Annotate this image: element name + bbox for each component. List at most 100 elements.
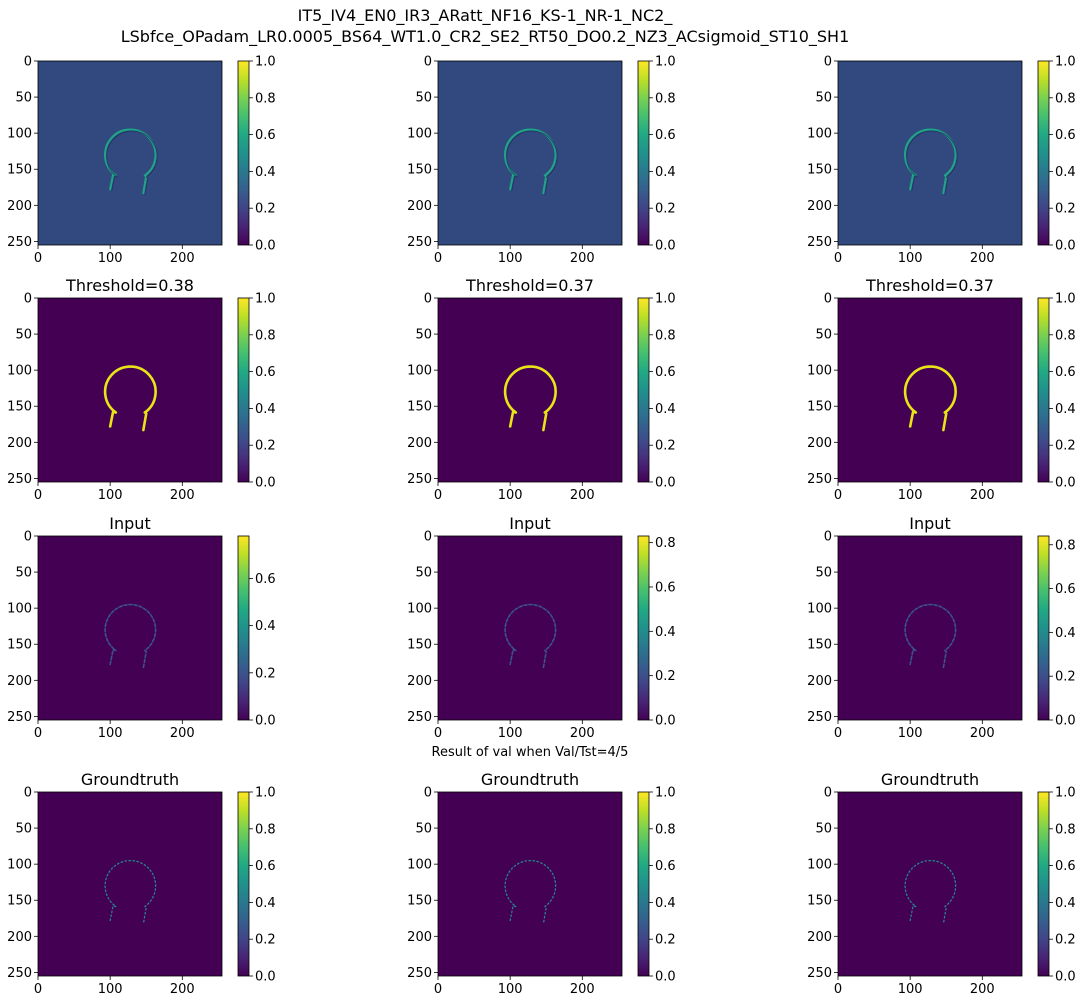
colorbar-tick-label: 0.6	[1055, 365, 1076, 380]
y-tick-label: 100	[807, 858, 832, 873]
x-tick-label: 100	[98, 251, 123, 266]
y-tick-label: 200	[807, 674, 832, 689]
y-tick-label: 150	[7, 163, 32, 178]
y-tick-label: 150	[407, 400, 432, 415]
x-tick-label: 200	[970, 726, 995, 741]
heatmap-background	[438, 792, 622, 976]
colorbar-tick-label: 0.2	[255, 439, 276, 454]
segmented-contour	[904, 128, 957, 195]
colorbar-tick-label: 0.4	[255, 619, 276, 634]
heatmap-background	[838, 792, 1022, 976]
y-tick-label: 50	[815, 328, 832, 343]
colorbar-tick-label: 0.4	[655, 402, 676, 417]
colorbar	[237, 535, 250, 721]
x-tick-label: 200	[570, 982, 595, 997]
x-tick-label: 100	[498, 251, 523, 266]
y-tick-label: 150	[407, 894, 432, 909]
x-tick-label: 0	[434, 982, 442, 997]
heatmap-background	[38, 298, 222, 482]
colorbar-tick-label: 0.8	[655, 328, 676, 343]
colorbar-tick-label: 0.6	[655, 128, 676, 143]
y-tick-label: 50	[815, 91, 832, 106]
contour-shadow	[506, 130, 558, 195]
colorbar-tick-label: 0.2	[1055, 202, 1076, 217]
y-tick-label: 0	[424, 55, 432, 70]
colorbar-tick-label: 0.2	[655, 202, 676, 217]
colorbar-tick-label: 0.4	[255, 896, 276, 911]
x-tick-label: 0	[34, 726, 42, 741]
colorbar-tick-label: 0.0	[1055, 970, 1076, 985]
segmented-contour	[904, 859, 957, 925]
y-tick-label: 250	[807, 472, 832, 487]
y-tick-label: 50	[415, 566, 432, 581]
colorbar-tick-label: 0.0	[255, 476, 276, 491]
y-tick-label: 0	[424, 292, 432, 307]
heatmap-background	[838, 61, 1022, 245]
y-tick-label: 100	[407, 364, 432, 379]
y-tick-label: 50	[15, 566, 32, 581]
x-tick-label: 100	[898, 726, 923, 741]
axes-frame	[437, 535, 623, 721]
y-tick-label: 200	[807, 436, 832, 451]
y-tick-label: 0	[424, 786, 432, 801]
colorbar-tick-label: 0.0	[1055, 714, 1076, 729]
axes-frame	[37, 535, 223, 721]
x-tick-label: 200	[170, 251, 195, 266]
colorbar-tick-label: 0.6	[255, 365, 276, 380]
colorbar-tick-label: 0.2	[255, 666, 276, 681]
y-tick-label: 0	[424, 530, 432, 545]
segmented-contour	[504, 603, 557, 669]
segmented-contour	[104, 603, 157, 669]
x-tick-label: 200	[170, 488, 195, 503]
x-tick-label: 100	[498, 726, 523, 741]
segmented-contour	[903, 365, 957, 432]
y-tick-label: 0	[824, 786, 832, 801]
y-tick-label: 250	[7, 710, 32, 725]
heatmap-background	[438, 61, 622, 245]
y-tick-label: 250	[807, 966, 832, 981]
colorbar-tick-label: 0.0	[655, 714, 676, 729]
colorbar-tick-label: 0.4	[1055, 896, 1076, 911]
y-tick-label: 150	[7, 638, 32, 653]
y-tick-label: 250	[807, 710, 832, 725]
y-tick-label: 150	[407, 163, 432, 178]
colorbar-tick-label: 0.8	[655, 822, 676, 837]
y-tick-label: 200	[407, 674, 432, 689]
x-tick-label: 200	[170, 982, 195, 997]
colorbar-tick-label: 1.0	[255, 786, 276, 801]
axes-frame	[37, 297, 223, 483]
x-tick-label: 0	[34, 488, 42, 503]
colorbar-tick-label: 0.8	[255, 91, 276, 106]
axes-frame	[837, 791, 1023, 977]
colorbar-tick-label: 0.2	[255, 933, 276, 948]
heatmap-background	[38, 536, 222, 720]
axes-frame	[437, 60, 623, 246]
colorbar-tick-label: 1.0	[1055, 786, 1076, 801]
y-tick-label: 150	[807, 638, 832, 653]
x-tick-label: 200	[970, 488, 995, 503]
x-tick-label: 0	[34, 251, 42, 266]
y-tick-label: 200	[407, 930, 432, 945]
axes-frame	[837, 535, 1023, 721]
colorbar-tick-label: 1.0	[655, 292, 676, 307]
y-tick-label: 100	[807, 127, 832, 142]
subplot-title: Threshold=0.37	[865, 276, 994, 295]
heatmap-background	[838, 536, 1022, 720]
segmented-contour	[104, 859, 157, 925]
x-tick-label: 100	[98, 982, 123, 997]
y-tick-label: 150	[807, 400, 832, 415]
y-tick-label: 150	[807, 163, 832, 178]
segmented-contour	[103, 365, 157, 432]
colorbar-tick-label: 0.6	[255, 859, 276, 874]
colorbar-tick-label: 0.0	[255, 970, 276, 985]
figure-title-line-1: IT5_IV4_EN0_IR3_ARatt_NF16_KS-1_NR-1_NC2…	[297, 6, 673, 25]
y-tick-label: 0	[24, 55, 32, 70]
result-caption: Result of val when Val/Tst=4/5	[431, 745, 629, 760]
colorbar-tick-label: 0.2	[1055, 933, 1076, 948]
colorbar	[637, 60, 650, 246]
y-tick-label: 200	[807, 199, 832, 214]
x-tick-label: 0	[34, 982, 42, 997]
